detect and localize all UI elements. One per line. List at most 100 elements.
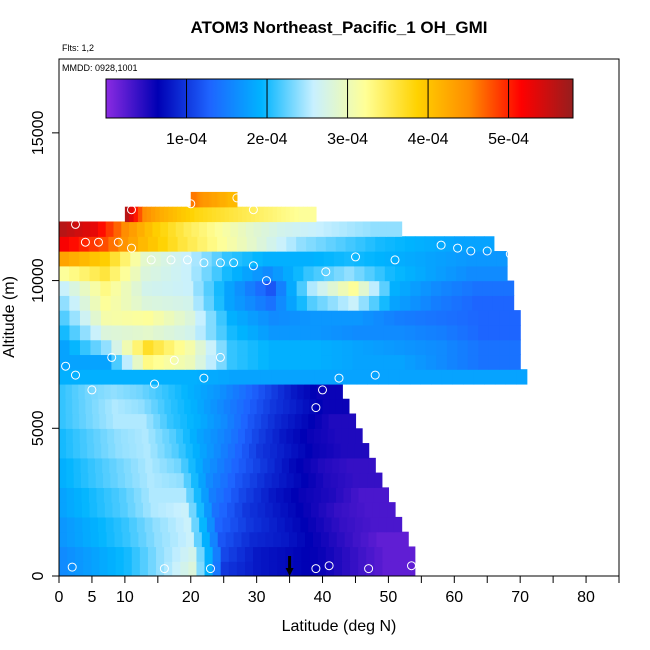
heatmap-cell [317,546,327,562]
heatmap-cell [300,221,309,237]
heatmap-cell [59,221,68,237]
heatmap-cell [246,236,258,252]
heatmap-cell [235,191,238,208]
heatmap-cell [79,295,91,311]
heatmap-cell [81,487,90,503]
heatmap-cell [164,398,172,415]
heatmap-cell [217,398,225,415]
heatmap-cell [91,383,99,400]
heatmap-cell [457,310,469,326]
heatmap-cell [406,546,416,562]
heatmap-cell [156,487,165,503]
heatmap-cell [108,443,116,459]
heatmap-cell [122,531,132,548]
heatmap-cell [389,280,401,296]
heatmap-cell [499,339,511,356]
heatmap-cell [272,251,284,267]
heatmap-cell [112,413,121,429]
heatmap-cell [265,502,274,518]
heatmap-cell [138,531,147,548]
heatmap-cell [272,428,281,444]
heatmap-cell [234,280,246,296]
heatmap-cell [91,398,100,415]
heatmap-cell [289,398,297,415]
heatmap-cell [172,206,178,223]
heatmap-cell [336,531,346,548]
heatmap-cell [333,251,345,267]
flight-point [169,355,179,365]
x-tick-label: 60 [445,589,463,606]
heatmap-cell [392,531,401,548]
heatmap-cell [245,221,255,237]
heatmap-cell [319,443,328,459]
heatmap-cell [164,443,173,459]
heatmap-cell [430,280,442,296]
heatmap-cell [312,443,320,459]
heatmap-cell [59,295,70,311]
heatmap-cell [90,531,100,548]
heatmap-cell [383,354,395,370]
heatmap-cell [190,398,198,415]
heatmap-cell [279,339,291,356]
heatmap-cell [215,191,218,208]
heatmap-cell [130,531,139,548]
heatmap-cell [184,339,196,356]
heatmap-cell [91,546,101,562]
heatmap-cell [310,354,322,370]
heatmap-cell [110,472,119,488]
heatmap-cell [492,295,504,311]
heatmap-cell [157,443,166,459]
heatmap-cell [121,324,133,341]
heatmap-cell [89,295,101,311]
heatmap-cell [177,398,185,415]
heatmap-cell [175,369,188,385]
heatmap-cell [238,457,247,474]
heatmap-cell [226,310,238,326]
heatmap-cell [124,206,130,223]
heatmap-cell [90,324,102,341]
heatmap-cell [131,398,139,415]
heatmap-cell [331,310,343,326]
heatmap-cell [362,310,375,326]
heatmap-cell [255,295,267,311]
heatmap-cell [79,251,91,267]
heatmap-cell [430,295,442,311]
heatmap-cell [220,472,229,488]
heatmap-cell [65,413,74,429]
heatmap-cell [331,516,340,533]
heatmap-cell [237,310,249,326]
heatmap-cell [214,221,224,237]
heatmap-cell [337,280,349,296]
heatmap-cell [256,236,268,252]
heatmap-cell [205,354,217,370]
heatmap-cell [90,354,102,370]
heatmap-cell [367,369,379,385]
heatmap-cell [107,561,117,576]
heatmap-cell [379,502,388,518]
heatmap-cell [203,280,215,296]
heatmap-cell [274,413,282,429]
heatmap-cell [213,413,222,429]
heatmap-cell [111,354,123,370]
heatmap-cell [277,383,285,400]
heatmap-cell [250,369,262,385]
heatmap-cell [220,546,230,562]
heatmap-cell [328,487,337,503]
heatmap-cell [436,354,448,370]
heatmap-cell [197,369,209,385]
heatmap-cell [66,457,74,474]
heatmap-cell [272,265,284,282]
heatmap-cell [276,398,284,415]
heatmap-cell [308,472,317,488]
heatmap-cell [144,516,154,533]
heatmap-cell [97,383,105,400]
heatmap-cell [139,472,148,488]
heatmap-cell [152,516,161,533]
heatmap-cell [168,516,177,533]
heatmap-cell [331,354,343,370]
flight-point [166,255,176,265]
heatmap-cell [95,472,104,488]
heatmap-cell [147,561,157,576]
heatmap-cell [160,221,169,237]
heatmap-cell [230,221,239,237]
